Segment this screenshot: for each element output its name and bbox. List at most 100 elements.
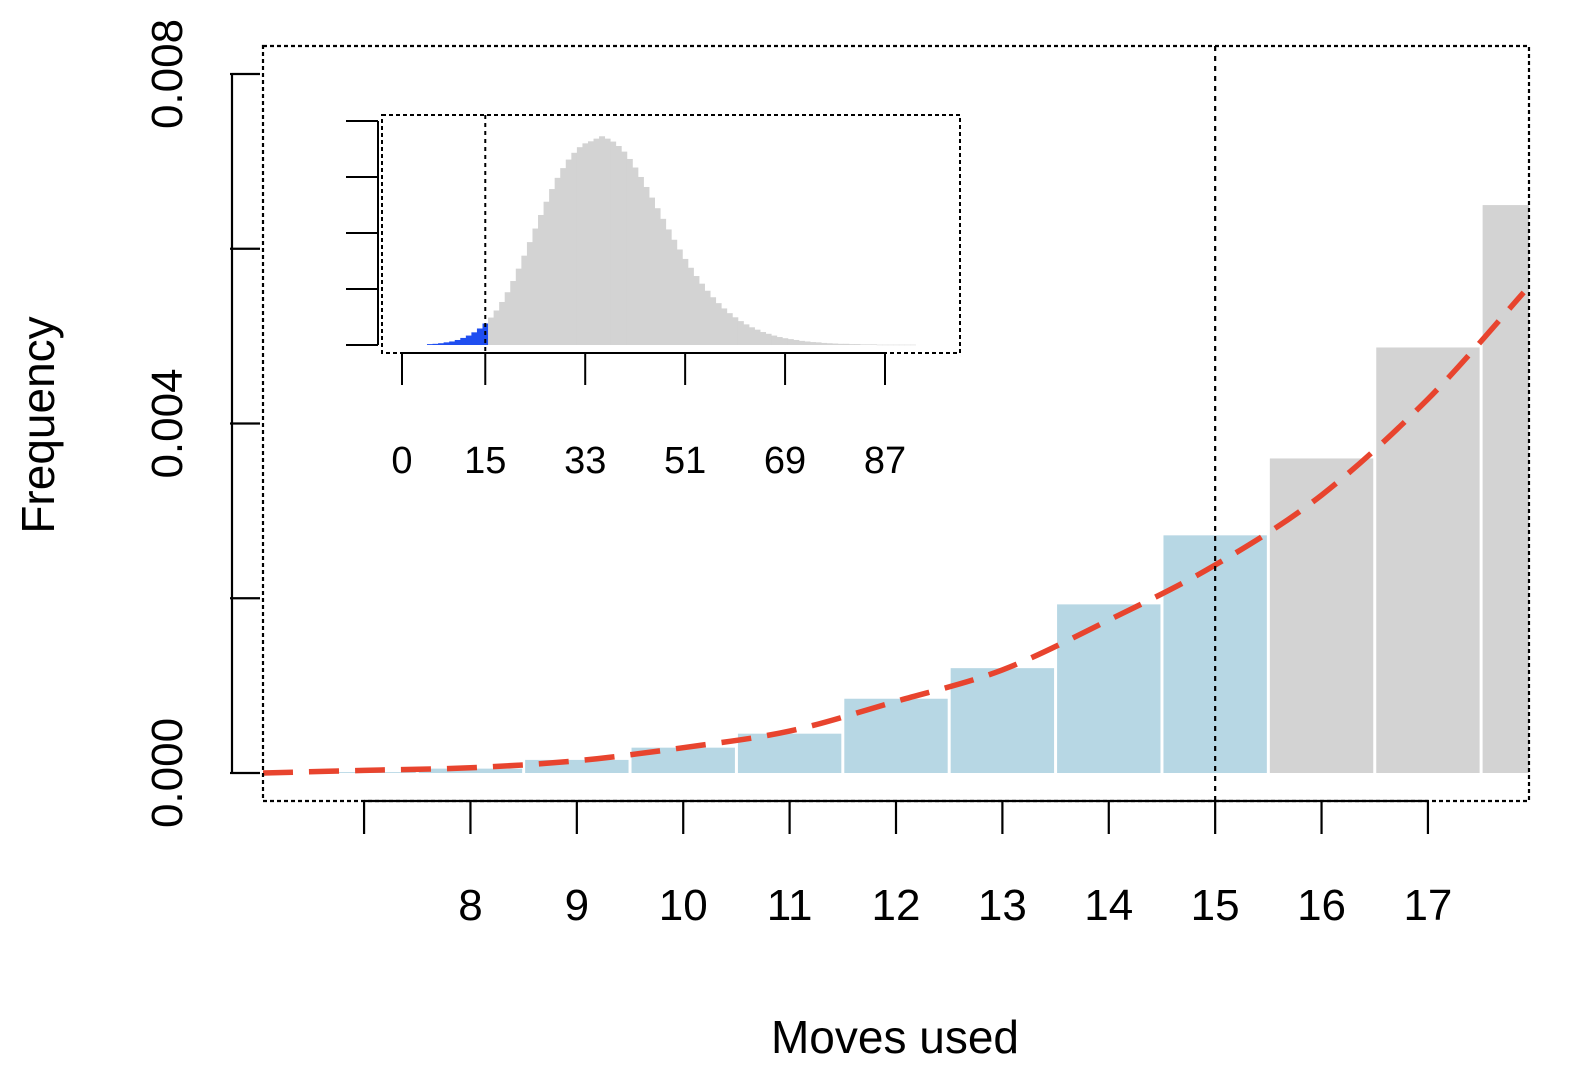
inset-bar xyxy=(654,208,661,345)
inset-bar xyxy=(771,335,778,345)
inset-bar xyxy=(593,138,600,345)
inset-bar xyxy=(499,301,506,345)
x-tick-label: 11 xyxy=(767,881,813,930)
inset-bar xyxy=(538,214,544,345)
bar-13 xyxy=(950,668,1055,773)
inset-bar xyxy=(671,239,678,345)
inset-bar xyxy=(643,186,650,345)
fitted-curve xyxy=(263,290,1526,776)
inset-bar xyxy=(721,308,728,345)
inset-x-tick-label: 33 xyxy=(564,440,606,482)
inset-bar xyxy=(610,141,617,345)
inset-bar xyxy=(743,324,750,345)
inset-bar xyxy=(526,242,533,345)
inset-bar xyxy=(843,343,850,345)
inset-bar xyxy=(626,158,633,345)
inset-bar xyxy=(449,341,456,345)
inset-bar xyxy=(732,317,739,345)
inset-bar xyxy=(693,276,700,345)
inset-bar xyxy=(699,283,705,345)
inset-bar xyxy=(554,177,561,345)
x-tick-label: 10 xyxy=(659,881,708,930)
inset-x-axis: 0 15 33 51 69 87 xyxy=(391,352,906,482)
inset-bar xyxy=(488,317,495,345)
main-bars xyxy=(312,205,1529,773)
bar-15 xyxy=(1163,535,1267,773)
inset-bar xyxy=(637,176,644,345)
inset-x-tick-label: 51 xyxy=(664,440,706,482)
x-axis-title: Moves used xyxy=(771,1011,1019,1063)
inset-bar xyxy=(804,341,811,345)
inset-x-tick-label: 15 xyxy=(464,440,506,482)
y-axis: 0.000 0.004 0.008 xyxy=(143,19,260,828)
inset-bar xyxy=(682,258,689,345)
bar-16 xyxy=(1269,458,1374,773)
inset-bar xyxy=(438,343,445,345)
inset-y-axis xyxy=(346,119,379,346)
bar-11 xyxy=(737,733,842,773)
inset-bar xyxy=(860,344,866,345)
inset-bar xyxy=(532,228,539,345)
inset-bar xyxy=(887,344,894,346)
inset-bar xyxy=(837,343,844,345)
x-axis: 8 9 10 11 12 13 14 15 16 17 xyxy=(362,799,1452,930)
inset-bars xyxy=(426,136,916,346)
y-tick-label: 0.000 xyxy=(143,718,192,828)
x-tick-label: 13 xyxy=(978,881,1027,930)
inset-bar xyxy=(515,268,522,345)
inset-bar xyxy=(621,151,628,345)
inset-bar xyxy=(510,281,517,345)
inset-bar xyxy=(893,344,900,346)
inset-x-tick-label: 69 xyxy=(764,440,806,482)
inset-bar xyxy=(765,333,772,345)
inset-bar xyxy=(898,344,905,346)
inset-bar xyxy=(504,292,511,345)
inset-bar xyxy=(582,143,589,345)
x-tick-label: 8 xyxy=(458,881,482,930)
y-tick-label: 0.008 xyxy=(143,19,192,129)
inset-bar xyxy=(865,344,872,345)
x-tick-label: 17 xyxy=(1403,881,1452,930)
bar-8 xyxy=(418,768,523,773)
inset-bar xyxy=(737,321,744,345)
inset-bar xyxy=(826,343,833,345)
bar-14 xyxy=(1057,604,1161,773)
inset-bar xyxy=(821,342,828,345)
bar-18 xyxy=(1482,205,1529,773)
inset-bar xyxy=(521,255,528,345)
inset-bar xyxy=(565,159,572,345)
x-tick-label: 9 xyxy=(565,881,589,930)
inset-bar xyxy=(454,339,461,345)
inset-bar xyxy=(471,332,478,345)
inset-bar xyxy=(426,344,433,345)
inset-bar xyxy=(854,344,861,345)
inset-bar xyxy=(587,141,594,345)
inset-bar xyxy=(576,147,583,345)
inset-bar xyxy=(793,339,800,345)
inset-bar xyxy=(460,337,467,345)
inset-bar xyxy=(832,343,839,345)
inset-bar xyxy=(660,218,667,345)
inset-bar xyxy=(909,344,916,346)
inset-bar xyxy=(604,138,611,345)
inset-bar xyxy=(615,146,622,345)
inset-bar xyxy=(549,189,556,345)
inset-histogram: 0 15 33 51 69 87 xyxy=(346,114,961,482)
inset-bar xyxy=(904,344,911,346)
inset-bar xyxy=(676,249,683,345)
inset-bar xyxy=(665,229,672,345)
inset-bar xyxy=(493,310,500,345)
inset-bar xyxy=(782,338,789,345)
fitted-curve-group xyxy=(263,290,1526,776)
inset-bar xyxy=(560,168,567,345)
inset-bar xyxy=(710,297,717,345)
inset-bar xyxy=(798,340,805,345)
x-tick-label: 15 xyxy=(1191,881,1240,930)
inset-bar xyxy=(848,344,855,345)
inset-frame xyxy=(381,114,961,354)
inset-x-tick-label: 87 xyxy=(864,440,906,482)
inset-bar xyxy=(815,342,822,345)
inset-bar xyxy=(776,337,783,345)
inset-bar xyxy=(465,335,472,345)
